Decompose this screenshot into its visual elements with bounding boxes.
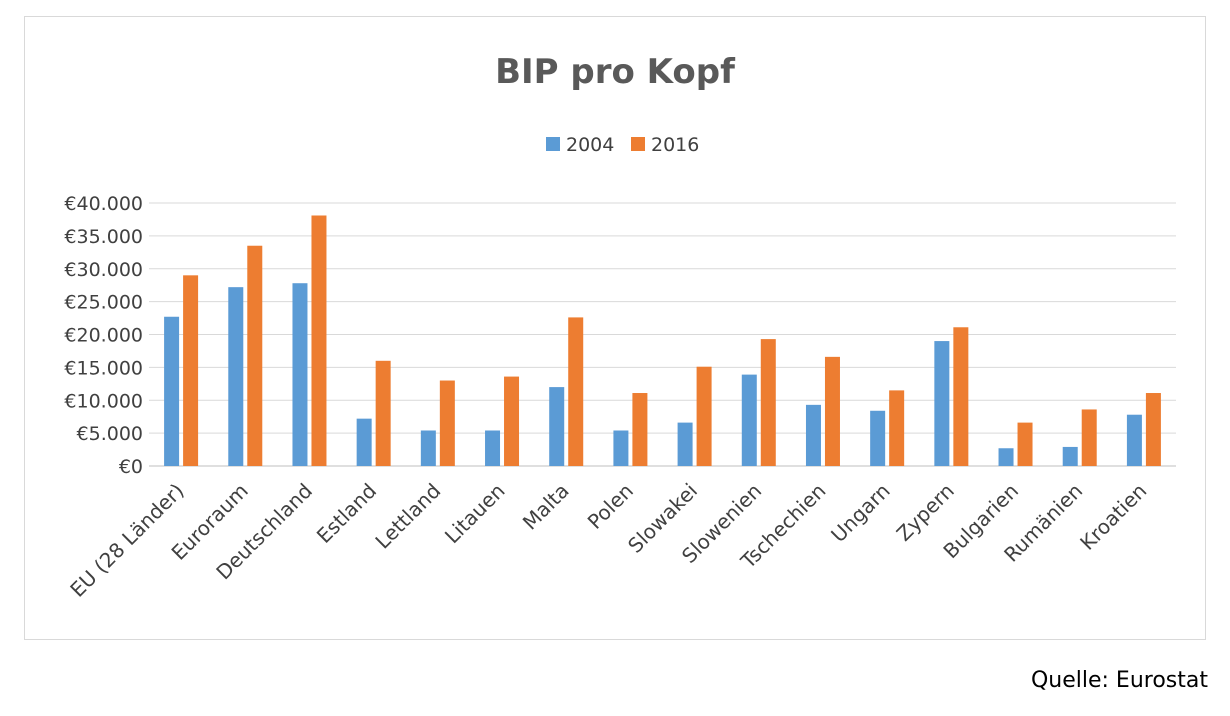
bar-2004-8	[677, 422, 693, 466]
legend: 2004 2016	[546, 134, 699, 156]
bar-2016-10	[824, 356, 840, 466]
x-category-label: Ungarn	[826, 479, 894, 547]
y-tick-label: €10.000	[64, 390, 143, 412]
legend-swatch-2004	[546, 137, 560, 151]
bar-2016-6	[568, 317, 584, 466]
bar-2016-3	[375, 360, 391, 466]
bar-2016-12	[953, 327, 969, 466]
bar-2004-13	[998, 448, 1014, 466]
legend-label-2004: 2004	[566, 134, 614, 156]
bar-2016-15	[1145, 393, 1161, 466]
bar-2004-5	[485, 430, 501, 466]
x-category-label: Kroatien	[1075, 479, 1151, 555]
bar-chart: BIP pro Kopf 2004 2016 €0 €5.000 €10.000 €1…	[64, 52, 1176, 602]
y-tick-label: €30.000	[64, 259, 143, 281]
bar-2004-10	[805, 404, 821, 466]
chart-frame: BIP pro Kopf 2004 2016 €0 €5.000 €10.000 €1…	[24, 16, 1206, 640]
bar-2004-2	[292, 283, 308, 466]
bar-2016-13	[1017, 422, 1033, 466]
source-note: Quelle: Eurostat	[1030, 668, 1208, 693]
bars	[164, 215, 1161, 466]
bar-2016-11	[889, 390, 905, 466]
bar-2004-14	[1062, 446, 1078, 466]
x-category-label: Malta	[518, 479, 574, 535]
bar-2004-6	[549, 387, 565, 466]
bar-2004-4	[420, 430, 436, 466]
x-category-label: EU (28 Länder)	[65, 479, 188, 602]
y-axis-tick-labels: €0 €5.000 €10.000 €15.000 €20.000 €25.000 €30.…	[64, 193, 143, 478]
bar-2016-8	[696, 366, 712, 466]
legend-swatch-2016	[631, 137, 645, 151]
bar-2016-9	[760, 339, 776, 466]
legend-label-2016: 2016	[651, 134, 699, 156]
bar-2004-3	[356, 418, 372, 466]
x-axis-category-labels: EU (28 Länder)EuroraumDeutschlandEstland…	[65, 479, 1151, 602]
bar-2016-4	[439, 380, 455, 466]
y-tick-label: €0	[119, 456, 143, 478]
y-tick-label: €5.000	[77, 423, 143, 445]
bar-2004-0	[164, 316, 180, 466]
y-tick-label: €35.000	[64, 226, 143, 248]
chart-title: BIP pro Kopf	[495, 52, 736, 92]
bar-2016-5	[504, 376, 520, 466]
bar-2016-0	[183, 275, 199, 466]
x-category-label: Polen	[583, 479, 638, 534]
bar-2016-7	[632, 393, 648, 466]
y-tick-label: €25.000	[64, 292, 143, 314]
y-tick-label: €20.000	[64, 325, 143, 347]
bar-2004-11	[870, 410, 886, 466]
bar-2016-2	[311, 215, 327, 466]
y-tick-label: €40.000	[64, 193, 143, 215]
x-category-label: Litauen	[440, 479, 510, 549]
bar-2004-15	[1126, 414, 1142, 466]
bar-2016-1	[247, 245, 263, 466]
bar-2004-7	[613, 430, 629, 466]
x-category-label: Lettland	[370, 479, 445, 554]
bar-2016-14	[1081, 409, 1097, 466]
bar-2004-9	[741, 374, 757, 466]
bar-2004-1	[228, 287, 244, 466]
y-tick-label: €15.000	[64, 357, 143, 379]
bar-2004-12	[934, 341, 950, 466]
